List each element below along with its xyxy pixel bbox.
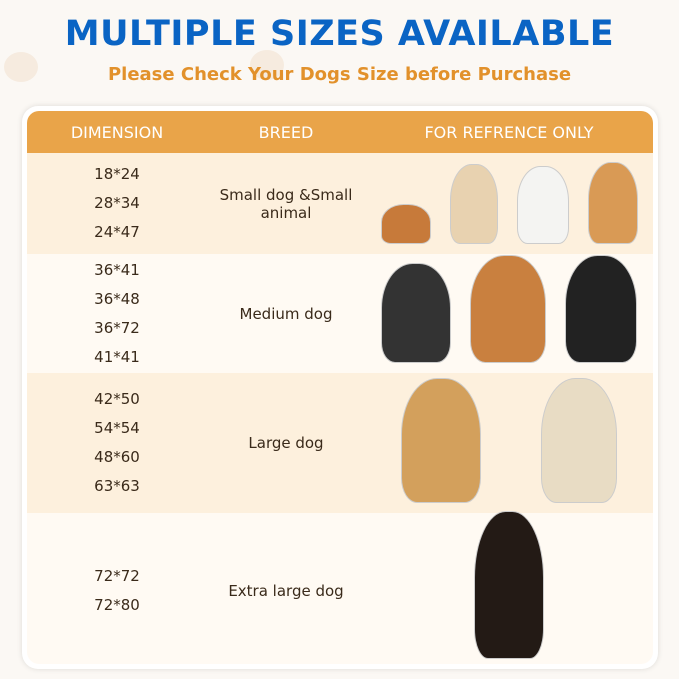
shiba-inu-image (469, 255, 546, 363)
dimension-value: 36*48 (94, 289, 140, 308)
page-title: MULTIPLE SIZES AVAILABLE (64, 14, 615, 54)
chihuahua-image (449, 164, 498, 244)
table-row: 18*24 28*34 24*47 Small dog &Small animal (27, 153, 653, 254)
breed-cell: Extra large dog (228, 582, 344, 600)
paw-print-decoration (250, 50, 284, 80)
dimension-value: 63*63 (94, 477, 140, 495)
dimension-cell: 72*72 72*80 (27, 562, 207, 620)
breed-cell: Large dog (248, 434, 324, 452)
table-row: 36*41 36*48 36*72 41*41 Medium dog (27, 254, 653, 373)
labrador-image (541, 378, 617, 503)
table-row: 42*50 54*54 48*60 63*63 Large dog (27, 373, 653, 513)
dimension-cell: 18*24 28*34 24*47 (27, 160, 207, 247)
dimension-value: 72*80 (94, 596, 140, 614)
dimension-value: 41*41 (94, 347, 140, 366)
border-collie-image (565, 255, 638, 363)
breed-cell: Small dog &Small animal (219, 185, 353, 222)
dimension-value: 54*54 (94, 419, 140, 437)
golden-retriever-image (401, 378, 481, 503)
table-row: 72*72 72*80 Extra large dog (27, 511, 653, 664)
breed-cell: Medium dog (239, 304, 333, 323)
dimension-value: 36*72 (94, 318, 140, 337)
bichon-frise-image (516, 166, 569, 244)
size-table-card: DIMENSION BREED FOR REFRENCE ONLY 18*24 2… (22, 106, 658, 669)
dimension-cell: 36*41 36*48 36*72 41*41 (27, 256, 207, 372)
header-breed: BREED (258, 122, 314, 142)
table-header: DIMENSION BREED FOR REFRENCE ONLY (27, 111, 653, 153)
dimension-value: 24*47 (94, 223, 140, 241)
paw-print-decoration (4, 52, 38, 82)
french-bulldog-image (380, 263, 451, 363)
doberman-image (474, 511, 544, 659)
guinea-pig-image (380, 204, 431, 244)
page-subtitle: Please Check Your Dogs Size before Purch… (107, 64, 572, 85)
header-dimension: DIMENSION (70, 122, 164, 142)
dimension-value: 42*50 (94, 390, 140, 408)
dimension-value: 48*60 (94, 448, 140, 466)
dimension-value: 18*24 (94, 165, 140, 183)
dimension-value: 36*41 (94, 260, 140, 279)
header-reference: FOR REFRENCE ONLY (424, 122, 594, 142)
dimension-value: 72*72 (94, 567, 140, 585)
corgi-image (587, 162, 638, 244)
dimension-value: 28*34 (94, 194, 140, 212)
reference-images (365, 511, 653, 664)
dimension-cell: 42*50 54*54 48*60 63*63 (27, 385, 207, 501)
reference-images (365, 153, 653, 254)
reference-images (365, 254, 653, 373)
size-table: DIMENSION BREED FOR REFRENCE ONLY 18*24 2… (27, 111, 653, 664)
reference-images (365, 373, 653, 513)
